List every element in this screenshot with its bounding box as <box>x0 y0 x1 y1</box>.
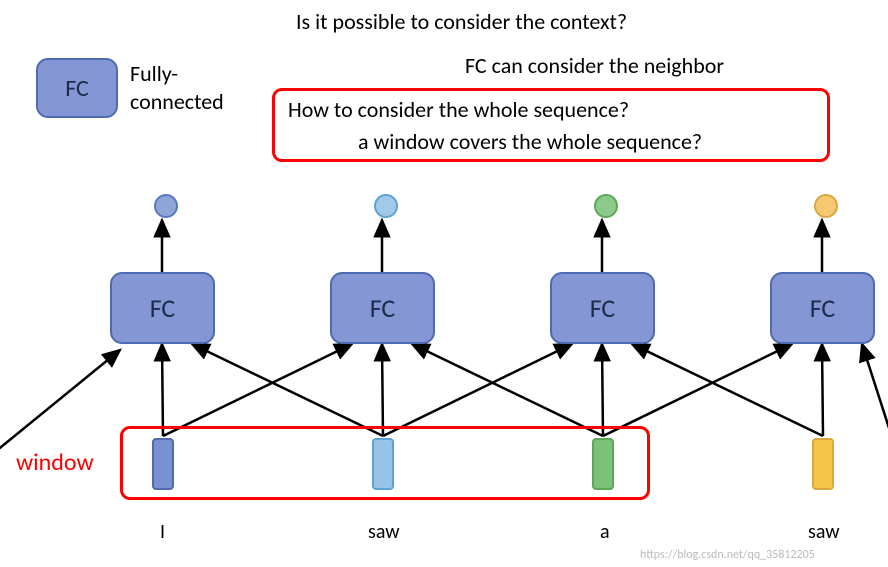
input-rect-2 <box>592 438 614 490</box>
window-label: window <box>16 448 94 477</box>
fc-node-3: FC <box>770 272 875 344</box>
word-3: saw <box>808 520 840 544</box>
word-2: a <box>600 520 610 544</box>
input-rect-0 <box>152 438 174 490</box>
input-rect-1 <box>372 438 394 490</box>
question-2: FC can consider the neighbor <box>465 52 724 79</box>
legend-fc-box: FC <box>36 58 118 118</box>
question-4: a window covers the whole sequence? <box>358 128 702 155</box>
output-circle-1 <box>374 194 398 218</box>
question-3: How to consider the whole sequence? <box>288 96 629 123</box>
word-0: I <box>160 520 165 544</box>
output-circle-0 <box>154 194 178 218</box>
output-circle-3 <box>814 194 838 218</box>
input-rect-3 <box>812 438 834 490</box>
fc-node-1: FC <box>330 272 435 344</box>
fc-node-0: FC <box>110 272 215 344</box>
question-1: Is it possible to consider the context? <box>296 8 627 35</box>
watermark: https://blog.csdn.net/qq_35812205 <box>640 548 815 562</box>
legend-text-line2: connected <box>130 88 224 115</box>
word-1: saw <box>368 520 400 544</box>
legend-text-line1: Fully- <box>130 60 178 87</box>
fc-node-2: FC <box>550 272 655 344</box>
output-circle-2 <box>594 194 618 218</box>
